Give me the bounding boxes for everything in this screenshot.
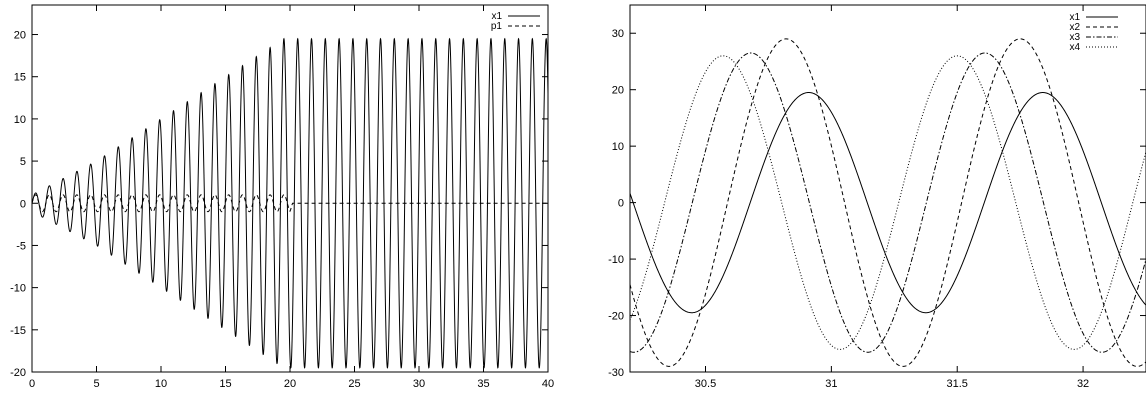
x-tick-label: 10 xyxy=(155,378,167,390)
legend-label-x2: x2 xyxy=(1069,22,1080,33)
right-x-ticks: 30.5 31 31.5 32 xyxy=(695,5,1089,390)
y-tick-label: -15 xyxy=(10,325,26,337)
legend-label-p1: p1 xyxy=(491,21,503,32)
x-tick-label: 25 xyxy=(348,378,360,390)
series-line-x1 xyxy=(32,37,548,369)
legend-label-x4: x4 xyxy=(1069,42,1080,53)
y-tick-label: -20 xyxy=(608,311,624,323)
legend-label-x1: x1 xyxy=(491,11,502,22)
series-line-x4 xyxy=(630,55,1146,350)
x-tick-label: 0 xyxy=(29,378,35,390)
x-tick-label: 40 xyxy=(542,378,554,390)
y-tick-label: 15 xyxy=(14,72,26,84)
y-tick-label: 0 xyxy=(618,198,624,210)
right-series xyxy=(630,38,1146,367)
series-line-p1 xyxy=(32,194,548,213)
left-plot-frame xyxy=(31,4,549,373)
x-tick-label: 5 xyxy=(93,378,99,390)
left-y-ticks: 20 15 10 5 0 -5 -10 -15 -20 xyxy=(10,30,548,379)
series-line-x2 xyxy=(630,38,1146,367)
x-tick-label: 32 xyxy=(1077,378,1089,390)
left-series xyxy=(32,37,548,369)
x-tick-label: 20 xyxy=(284,378,296,390)
legend-label-x3: x3 xyxy=(1069,32,1080,43)
legend-label-x1: x1 xyxy=(1069,12,1080,23)
x-tick-label: 15 xyxy=(219,378,231,390)
y-tick-label: -20 xyxy=(10,367,26,379)
x-tick-label: 35 xyxy=(477,378,489,390)
left-x-ticks: 0 5 10 15 20 25 30 35 40 xyxy=(29,5,554,390)
y-tick-label: -5 xyxy=(16,240,26,252)
right-plot-frame xyxy=(629,4,1146,373)
y-tick-label: 10 xyxy=(14,114,26,126)
x-tick-label: 31.5 xyxy=(947,378,968,390)
y-tick-label: -30 xyxy=(608,367,624,379)
right-y-ticks: 30 20 10 0 -10 -20 -30 xyxy=(608,28,1146,379)
x-tick-label: 30 xyxy=(413,378,425,390)
y-tick-label: -10 xyxy=(10,283,26,295)
series-line-x3 xyxy=(630,52,1146,353)
y-tick-label: 10 xyxy=(612,141,624,153)
x-tick-label: 30.5 xyxy=(695,378,716,390)
left-chart: 0 5 10 15 20 25 30 35 40 20 15 10 5 0 -5 -10 -15 -20 x1p… xyxy=(10,4,554,390)
y-tick-label: 5 xyxy=(20,156,26,168)
y-tick-label: 20 xyxy=(14,30,26,42)
y-tick-label: -10 xyxy=(608,254,624,266)
y-tick-label: 0 xyxy=(20,198,26,210)
y-tick-label: 20 xyxy=(612,85,624,97)
series-line-x1 xyxy=(630,92,1146,314)
x-tick-label: 31 xyxy=(825,378,837,390)
y-tick-label: 30 xyxy=(612,28,624,40)
